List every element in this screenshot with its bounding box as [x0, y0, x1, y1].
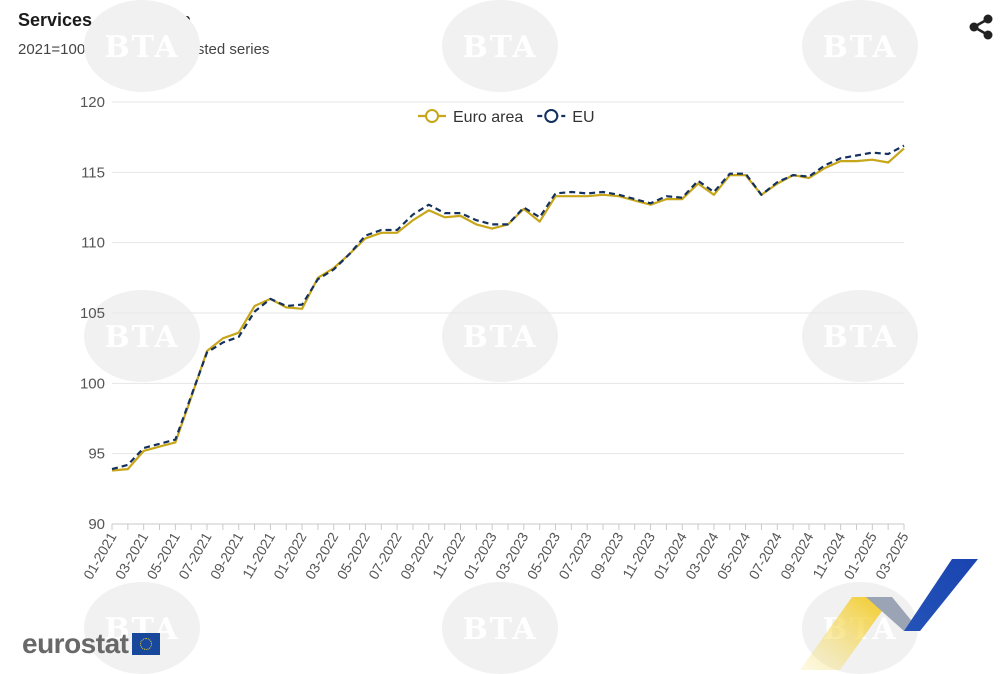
watermark-logo: BTA: [442, 582, 558, 674]
watermark-logo: BTA: [442, 0, 558, 92]
legend-marker-icon: [425, 109, 439, 123]
y-tick-label: 105: [80, 305, 105, 322]
share-icon[interactable]: [966, 12, 996, 42]
legend-label: Euro area: [453, 109, 523, 126]
brand-swoosh-icon: [800, 559, 978, 670]
legend-item-eu[interactable]: EU: [537, 109, 595, 126]
y-axis-ticks: 90 95 100 105 110 115 120: [80, 94, 105, 533]
series-line-eu[interactable]: [111, 144, 905, 471]
legend-marker-icon: [544, 109, 559, 123]
y-tick-label: 110: [81, 235, 105, 252]
eurostat-logo: eurostat: [22, 628, 161, 660]
y-tick-label: 95: [88, 446, 105, 463]
watermark-logo: BTA: [84, 290, 200, 382]
grid-lines: [112, 101, 904, 525]
x-axis: 01-202103-202105-202107-202109-202111-20…: [80, 523, 912, 582]
y-tick-label: 115: [81, 164, 105, 181]
y-tick-label: 100: [80, 375, 105, 392]
y-tick-label: 120: [80, 94, 105, 111]
watermark-logo: BTA: [84, 0, 200, 92]
legend-label: EU: [572, 109, 594, 126]
legend[interactable]: Euro area EU: [418, 109, 595, 126]
y-tick-label: 90: [88, 516, 105, 533]
series-line-euro-area[interactable]: [111, 147, 905, 472]
watermark-logo: BTA: [802, 0, 918, 92]
series-lines: [111, 144, 905, 472]
eu-flag-icon: [132, 633, 161, 655]
watermark-logo: BTA: [802, 290, 918, 382]
legend-item-euro-area[interactable]: Euro area: [418, 109, 523, 126]
watermark-logo: BTA: [84, 582, 200, 674]
watermark-logo: BTA: [442, 290, 558, 382]
